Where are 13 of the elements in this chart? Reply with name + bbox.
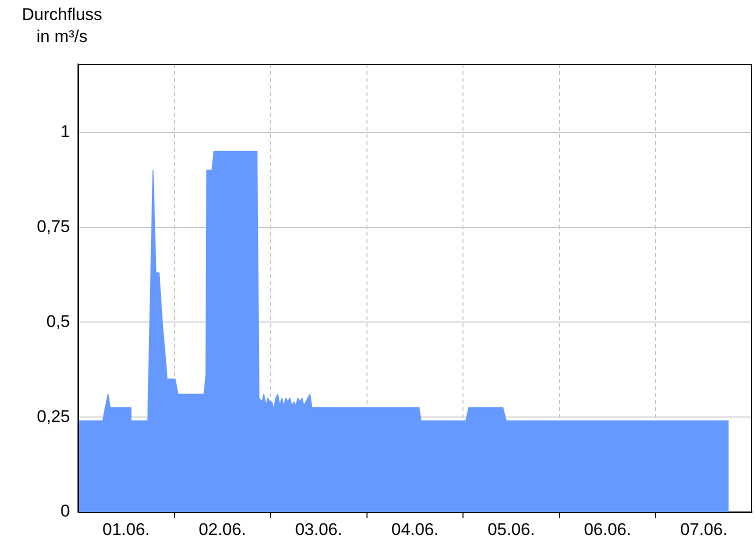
y-tick-label: 0 xyxy=(60,502,70,521)
x-tick-label: 07.06. xyxy=(680,520,728,539)
y-tick-label: 0,5 xyxy=(46,312,70,331)
x-tick-label: 01.06. xyxy=(102,520,150,539)
x-tick-label: 05.06. xyxy=(488,520,535,539)
y-tick-label: 0,75 xyxy=(36,216,70,236)
x-tick-label: 04.06. xyxy=(391,520,439,539)
x-tick-label: 03.06. xyxy=(295,520,342,539)
x-tick-label: 06.06. xyxy=(584,520,632,539)
x-tick-label: 02.06. xyxy=(198,520,246,539)
y-tick-label: 0,25 xyxy=(36,406,70,426)
y-tick-label: 1 xyxy=(60,122,70,142)
y-axis-title: Durchfluss in m³/s xyxy=(20,4,104,48)
